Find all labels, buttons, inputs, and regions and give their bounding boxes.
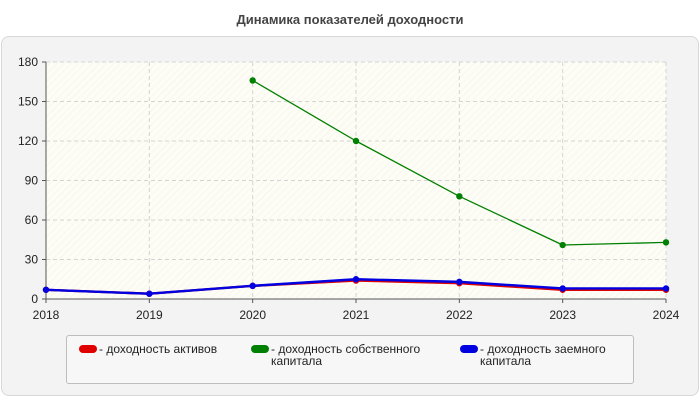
chart-title: Динамика показателей доходности xyxy=(236,12,464,27)
x-tick-label: 2024 xyxy=(653,308,680,322)
legend: - доходность активов - доходность собств… xyxy=(66,335,634,384)
y-tick-label: 30 xyxy=(25,253,39,267)
data-point-series-3 xyxy=(662,285,670,292)
x-tick-label: 2023 xyxy=(549,308,576,322)
data-point-series-3 xyxy=(146,290,153,297)
axes xyxy=(42,61,667,303)
y-tick-label: 60 xyxy=(25,213,39,227)
data-point-series-3 xyxy=(352,276,360,283)
y-tick-label: 0 xyxy=(31,292,38,306)
x-tick-label: 2022 xyxy=(446,308,473,322)
series-group xyxy=(42,77,670,297)
legend-swatch-equity xyxy=(251,345,269,353)
y-tick-label: 180 xyxy=(18,55,38,69)
tick-labels: 0 30 60 90 120 150 180 2018 2019 2020 2021 2022 2023… xyxy=(18,55,680,322)
x-tick-label: 2020 xyxy=(239,308,266,322)
data-point-series-2 xyxy=(249,77,256,84)
legend-label-assets: - доходность активов xyxy=(99,342,218,356)
y-tick-label: 150 xyxy=(18,95,38,109)
data-point-series-2 xyxy=(456,193,463,200)
data-point-series-2 xyxy=(662,239,670,246)
data-point-series-3 xyxy=(42,286,50,293)
data-point-series-2 xyxy=(559,241,566,249)
legend-swatch-assets xyxy=(79,345,97,353)
x-tick-label: 2019 xyxy=(136,308,163,322)
data-point-series-3 xyxy=(559,285,566,292)
legend-swatch-debt xyxy=(460,345,478,353)
x-tick-label: 2018 xyxy=(33,308,60,322)
legend-label-debt: - доходность заемного капитала xyxy=(480,342,606,368)
data-point-series-2 xyxy=(352,137,360,145)
y-tick-label: 120 xyxy=(18,134,38,148)
legend-label-equity: - доходность собственного капитала xyxy=(271,342,421,368)
data-point-series-3 xyxy=(249,282,256,290)
y-tick-label: 90 xyxy=(25,174,39,188)
data-point-series-3 xyxy=(456,278,463,286)
x-tick-label: 2021 xyxy=(343,308,370,322)
